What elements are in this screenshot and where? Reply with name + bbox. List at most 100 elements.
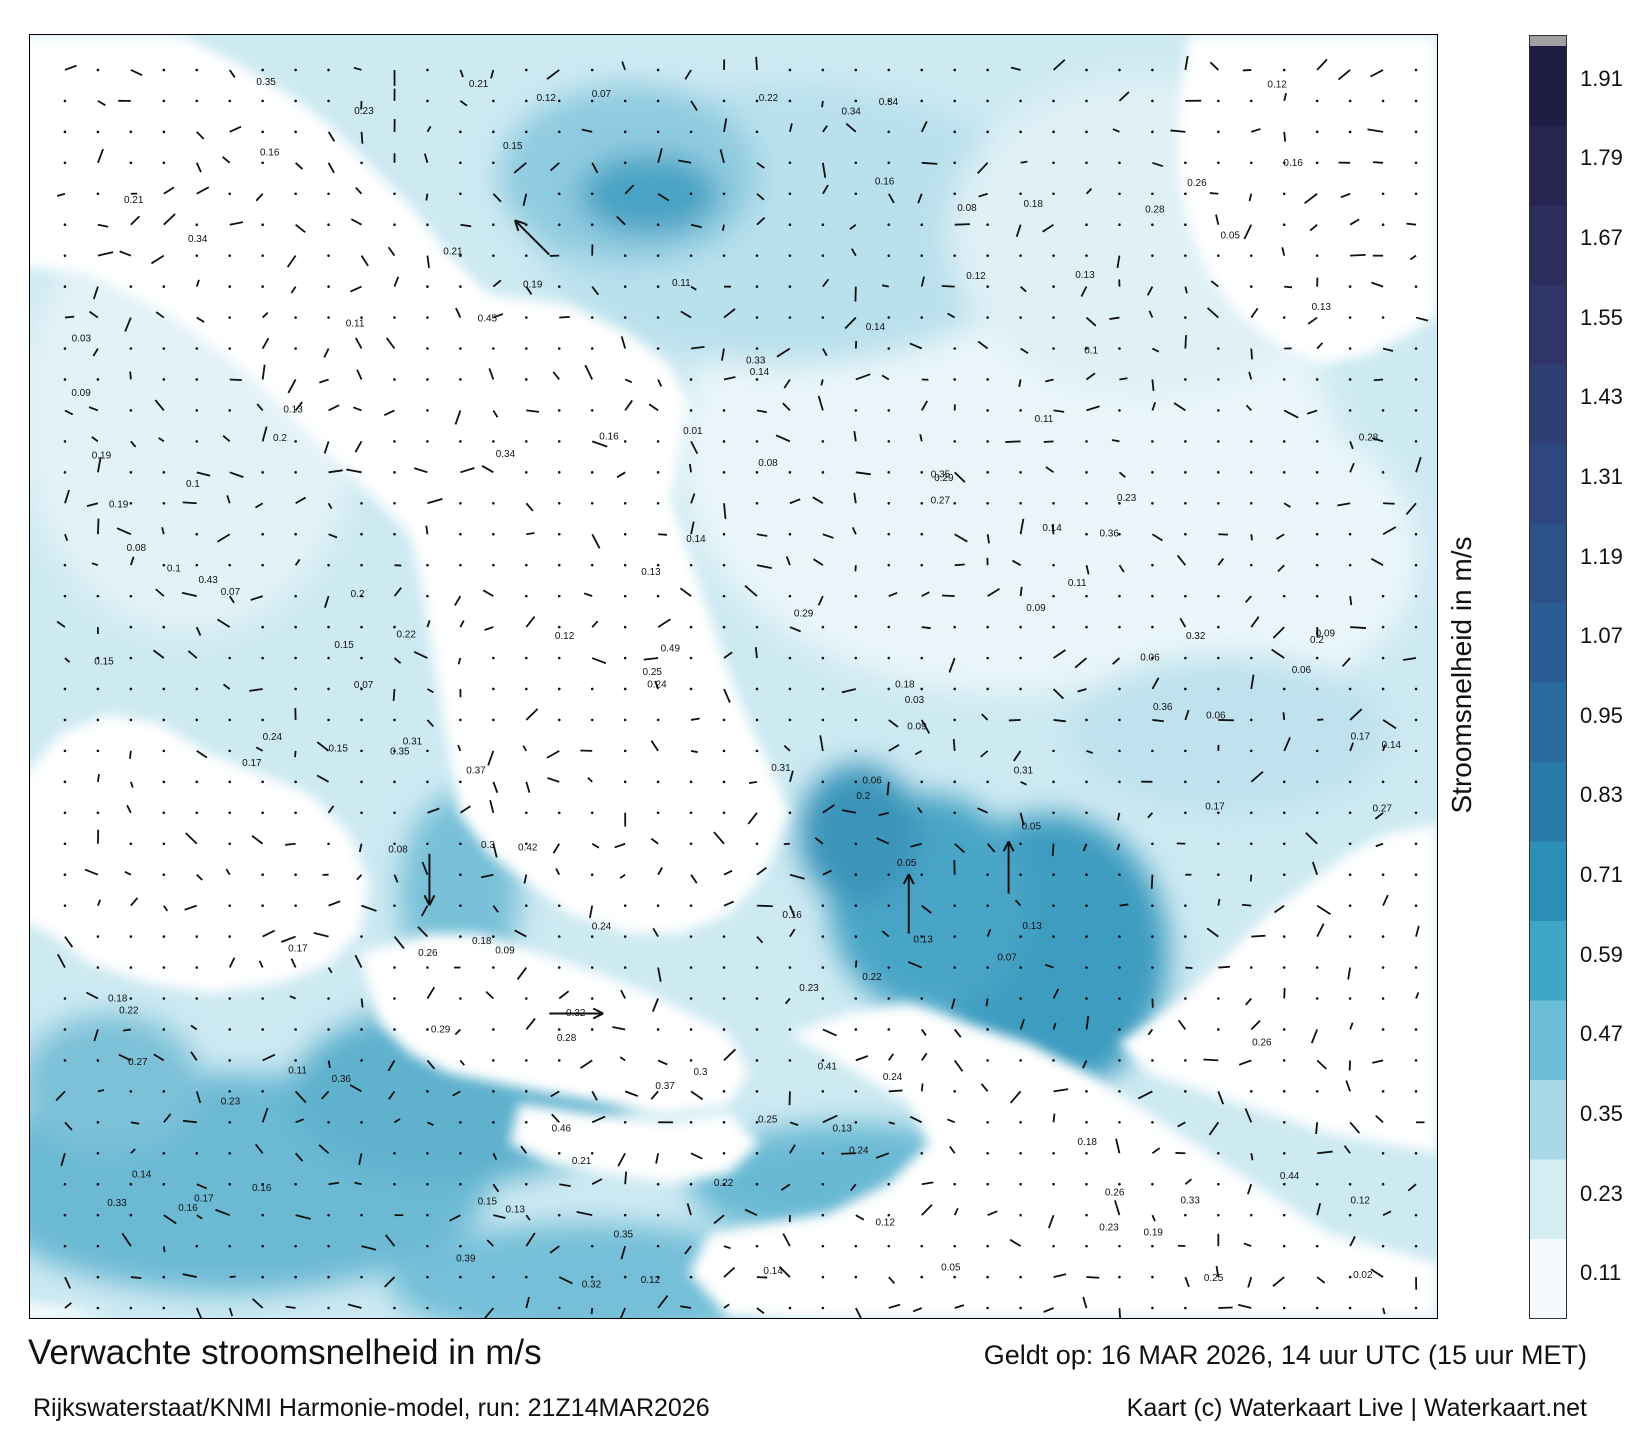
vector-dot — [96, 749, 100, 753]
flow-arrow — [886, 781, 890, 796]
vector-dot — [1085, 1213, 1088, 1217]
current-speed-map[interactable]: 0.110.120.140.060.090.050.130.130.180.15… — [30, 35, 1437, 1318]
vector-dot — [920, 935, 924, 938]
flow-arrow — [1337, 69, 1351, 81]
vector-dot — [195, 532, 199, 536]
vector-dot — [360, 811, 363, 815]
vector-dot — [492, 1090, 495, 1093]
vector-dot — [129, 1306, 133, 1310]
vector-dot — [261, 780, 264, 784]
flow-arrow — [850, 248, 857, 257]
vector-dot — [63, 223, 67, 227]
flow-arrow — [64, 936, 74, 948]
speed-value-label: 0.12 — [875, 1217, 895, 1228]
flow-arrow — [1052, 1113, 1056, 1123]
flow-arrow — [657, 1294, 669, 1309]
vector-dot — [854, 192, 858, 196]
flow-arrow — [328, 533, 338, 539]
vector-dot — [327, 1028, 330, 1031]
flow-arrow — [354, 440, 363, 453]
flow-arrow — [360, 998, 364, 1008]
flow-arrow — [525, 502, 534, 512]
flow-arrow — [619, 873, 626, 879]
flow-arrow — [747, 812, 758, 825]
land-central — [439, 294, 690, 615]
flow-arrow — [254, 1143, 264, 1154]
flow-arrow — [1210, 280, 1219, 288]
vector-dot — [557, 223, 561, 227]
vector-dot — [393, 842, 396, 846]
vector-dot — [294, 192, 297, 196]
vector-dot — [96, 68, 100, 72]
colorbar-band — [1530, 1238, 1566, 1318]
flow-arrow — [888, 1089, 903, 1093]
vector-dot — [722, 1121, 726, 1124]
vector-dot — [689, 780, 693, 784]
vector-dot — [1217, 409, 1220, 412]
flow-arrow — [1243, 224, 1253, 240]
speed-value-label: 0.11 — [1035, 414, 1054, 425]
flow-arrow — [920, 1083, 924, 1092]
vector-dot — [1315, 378, 1319, 381]
vector-dot — [1381, 1182, 1385, 1186]
flow-arrow — [1317, 1150, 1333, 1155]
vector-dot — [1414, 440, 1418, 443]
flow-arrow — [550, 1090, 560, 1098]
flow-arrow — [648, 403, 659, 412]
colorbar-band — [1530, 363, 1566, 444]
vector-dot — [1315, 594, 1319, 598]
vector-dot — [1052, 130, 1055, 134]
vector-dot — [590, 873, 594, 876]
vector-dot — [524, 811, 528, 815]
vector-dot — [1381, 935, 1385, 938]
speed-value-label: 0.12 — [641, 1275, 661, 1286]
vector-dot — [63, 780, 67, 784]
flow-arrow — [482, 589, 494, 597]
vector-dot — [1282, 1213, 1286, 1217]
vector-dot — [1414, 718, 1418, 722]
vector-dot — [129, 935, 133, 938]
flow-arrow — [420, 905, 429, 917]
flow-arrow — [1349, 708, 1363, 721]
speed-value-label: 0.26 — [1187, 178, 1207, 189]
speed-value-label: 0.13 — [1022, 921, 1042, 932]
vector-dot — [590, 1028, 594, 1031]
vector-dot — [1019, 997, 1022, 1000]
vector-dot — [294, 873, 297, 876]
speed-value-label: 0.16 — [875, 177, 895, 188]
vector-dot — [953, 347, 956, 350]
vector-dot — [327, 1121, 330, 1124]
vector-dot — [1118, 532, 1121, 536]
flow-arrow — [546, 69, 560, 80]
flow-arrow — [1151, 379, 1155, 391]
flow-arrow — [948, 657, 956, 673]
vector-dot — [1217, 99, 1220, 103]
vector-dot — [228, 347, 232, 350]
vector-dot — [162, 842, 166, 846]
flow-arrow — [91, 562, 99, 567]
flow-arrow — [850, 1183, 857, 1192]
vector-dot — [393, 780, 396, 784]
flow-arrow — [217, 533, 231, 543]
speed-value-label: 0.05 — [1022, 822, 1042, 833]
flow-arrow — [1085, 564, 1090, 575]
flow-arrow — [119, 250, 132, 257]
vector-dot — [1348, 316, 1352, 319]
flow-arrow — [624, 378, 633, 384]
flow-arrow — [285, 1305, 296, 1309]
flow-arrow — [690, 1152, 703, 1160]
vector-dot — [1282, 68, 1286, 72]
vector-dot — [722, 718, 726, 722]
vector-dot — [1052, 161, 1055, 165]
map-panel[interactable]: 0.11 0.12 0.14 0.06 0.09 0.05 0.13 0.13 0.18 0.15… — [29, 34, 1438, 1319]
flow-arrow — [1349, 596, 1353, 606]
vector-dot — [623, 780, 627, 784]
flow-arrow — [1170, 129, 1186, 133]
flow-arrow — [756, 533, 768, 537]
vector-dot — [393, 811, 396, 815]
vector-dot — [261, 1213, 264, 1217]
vector-dot — [524, 594, 528, 598]
vector-dot — [557, 718, 561, 722]
flow-arrow — [1184, 709, 1190, 721]
vector-dot — [1052, 192, 1055, 196]
